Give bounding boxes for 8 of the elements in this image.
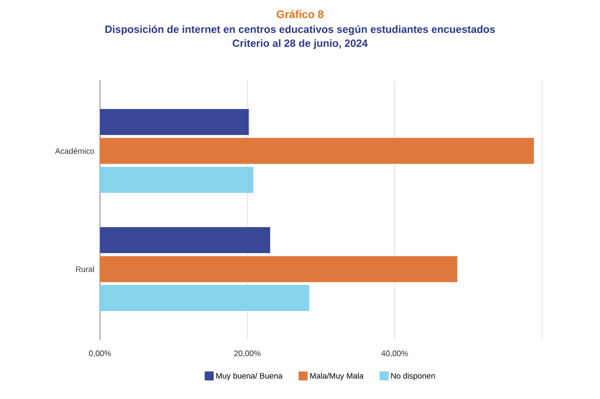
bar: [100, 285, 310, 312]
bar: [100, 166, 254, 193]
bar: [100, 138, 534, 164]
bar: [100, 108, 249, 135]
bar: [100, 256, 458, 282]
chart-subtitle: Disposición de internet en centros educativos según estudiantes encuestados Criterio al 28 de junio, 2024: [105, 25, 495, 49]
bar: [100, 227, 270, 254]
chart-title: Gráfico 8: [276, 10, 324, 18]
